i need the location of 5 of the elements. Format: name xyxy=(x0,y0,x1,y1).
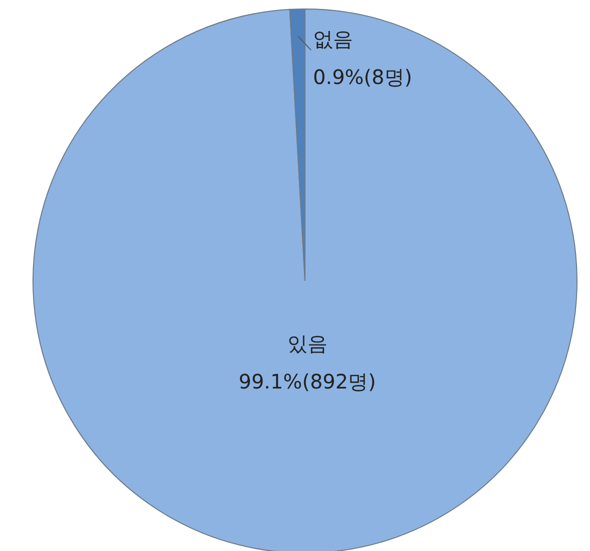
slice-label: 없음 xyxy=(313,27,353,52)
pie-slice xyxy=(32,8,578,551)
data-label: 99.1%(892명) xyxy=(238,370,376,394)
slice-label: 있음 xyxy=(287,332,328,356)
data-label: 0.9%(8명) xyxy=(313,65,412,90)
